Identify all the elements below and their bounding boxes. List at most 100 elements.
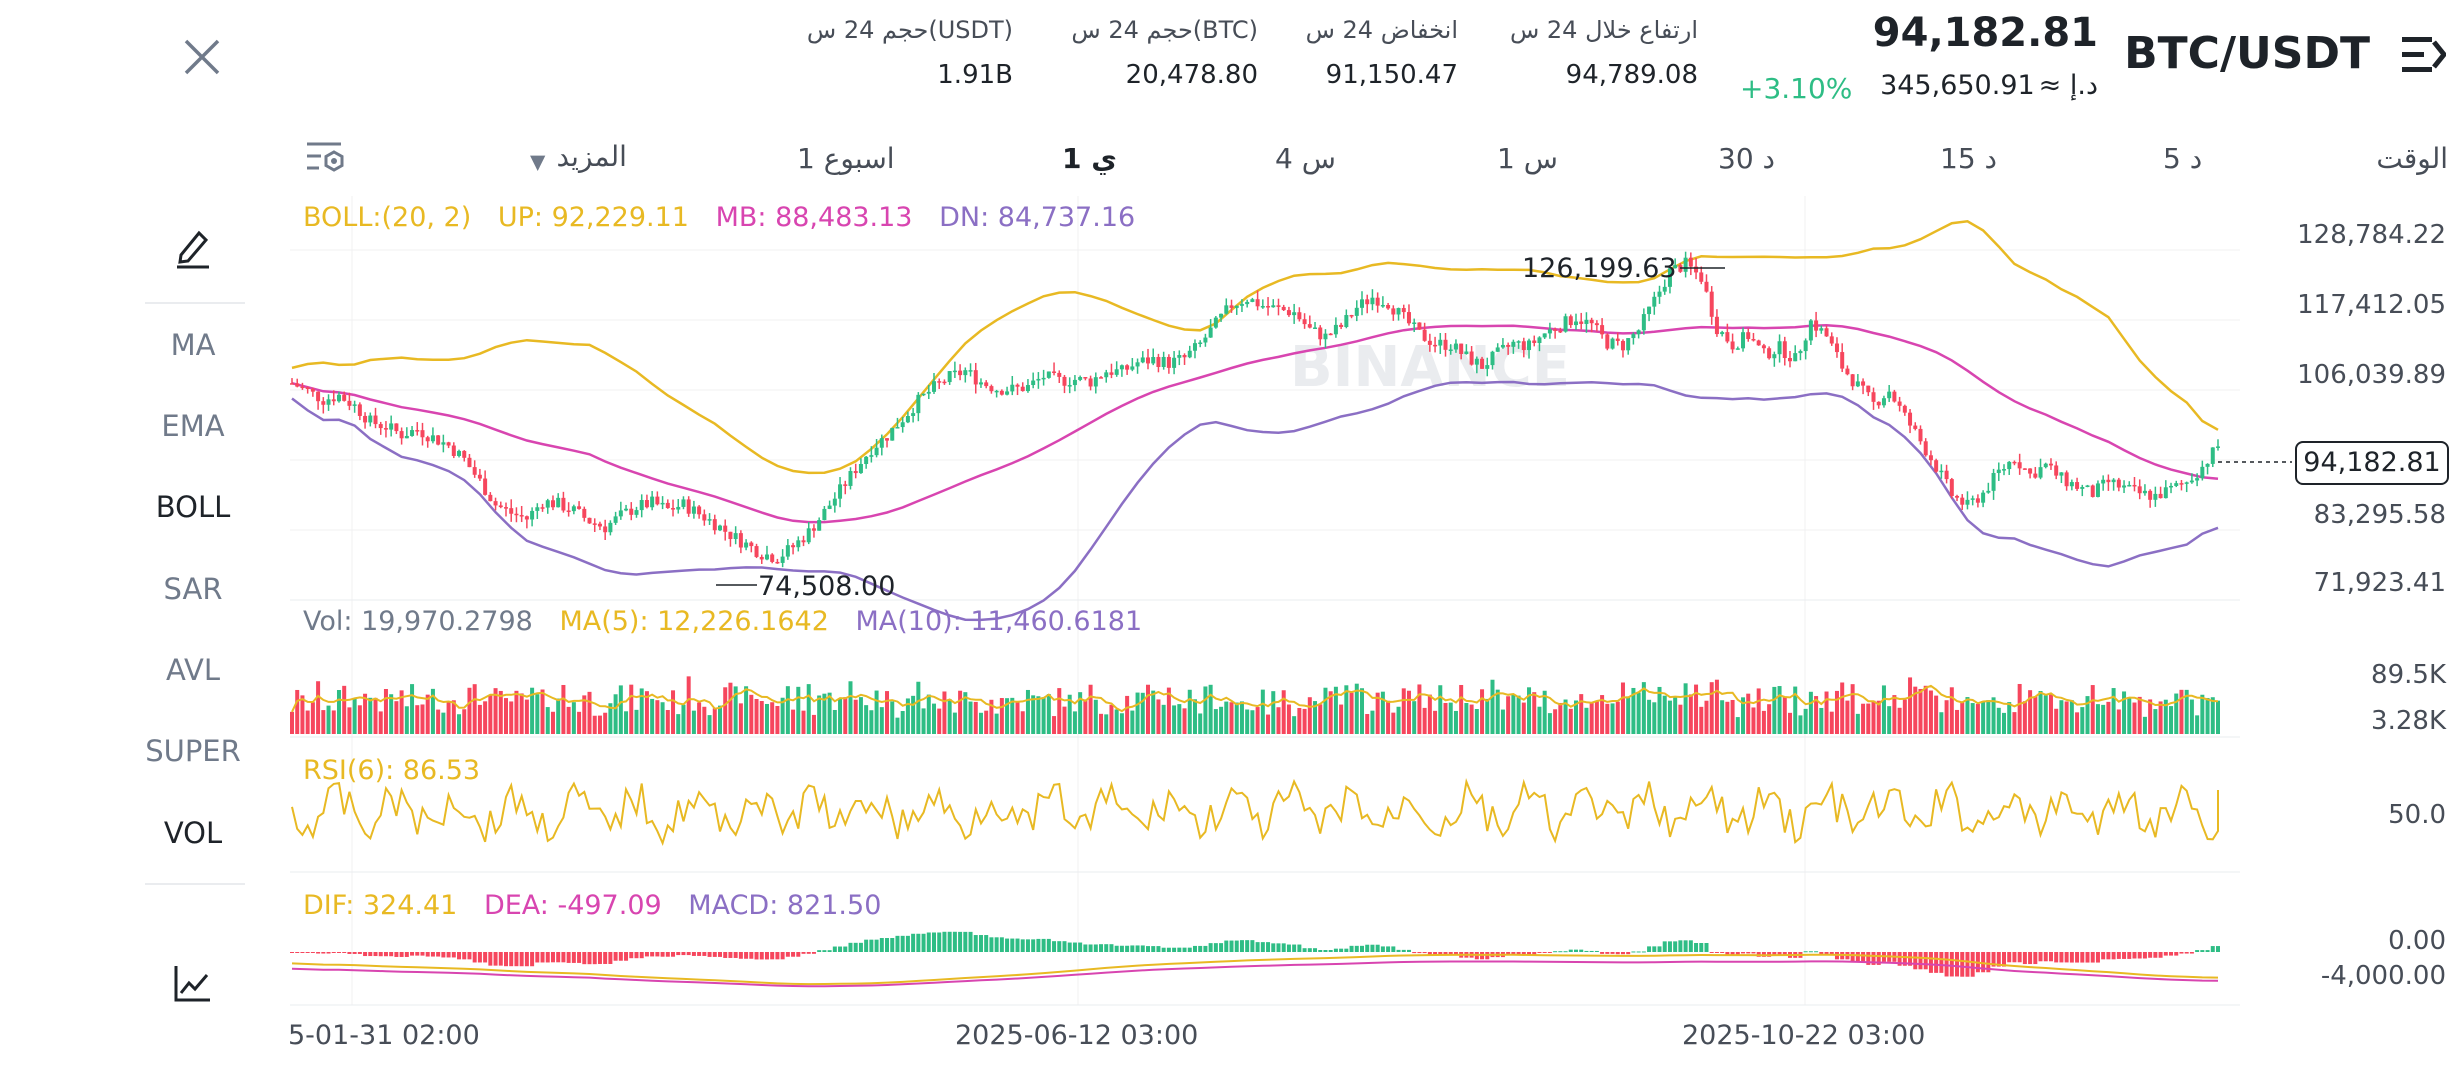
indicator-ema[interactable]: EMA	[161, 409, 225, 443]
candle-body	[1928, 455, 1933, 461]
indicator-super[interactable]: SUPER	[145, 734, 241, 768]
close-icon[interactable]	[180, 35, 224, 79]
macd-histogram-bar	[1866, 952, 1871, 965]
volume-bar	[1192, 699, 1197, 734]
candle-body	[2137, 486, 2142, 494]
tab-30m[interactable]: 30 د	[1718, 142, 1775, 175]
stat-vol-btc-label: حجم 24 س(BTC)	[1071, 16, 1258, 44]
macd-histogram-bar	[660, 952, 665, 957]
volume-bar	[1913, 686, 1918, 734]
volume-bar	[869, 710, 874, 734]
candle-body	[785, 545, 790, 557]
volume-bar	[624, 711, 629, 734]
menu-icon[interactable]	[2402, 35, 2448, 75]
indicator-avl[interactable]: AVL	[166, 653, 220, 687]
macd-histogram-bar	[1521, 952, 1526, 956]
macd-histogram-bar	[1641, 951, 1646, 953]
macd-histogram-bar	[1088, 944, 1093, 952]
volume-bar	[2028, 690, 2033, 734]
volume-bar	[629, 684, 634, 734]
macd-histogram-bar	[1406, 949, 1411, 952]
approx-fiat: 345,650.91 ≈ د.إ	[1880, 70, 2098, 101]
macd-histogram-bar	[446, 952, 451, 958]
macd-histogram-bar	[1939, 952, 1944, 973]
volume-bar	[1046, 694, 1051, 734]
draw-tool-icon[interactable]	[173, 225, 213, 269]
macd-histogram-bar	[723, 952, 728, 958]
candle-body	[686, 499, 691, 514]
candle-body	[827, 505, 832, 509]
volume-bar	[2101, 704, 2106, 734]
candle-body	[477, 474, 482, 479]
macd-histogram-bar	[1688, 940, 1693, 952]
candle-body	[571, 506, 576, 512]
tab-1w[interactable]: 1 اسبوع	[797, 142, 895, 175]
macd-histogram-bar	[1025, 939, 1030, 952]
macd-histogram-bar	[1558, 951, 1563, 953]
indicator-vol[interactable]: VOL	[163, 816, 223, 850]
volume-bar	[905, 698, 910, 734]
candle-body	[1709, 291, 1714, 317]
candle-body	[561, 497, 566, 511]
indicator-boll[interactable]: BOLL	[155, 490, 231, 524]
candle-body	[1767, 348, 1772, 359]
volume-bar	[2122, 691, 2127, 734]
tab-15m[interactable]: 15 د	[1940, 142, 1997, 175]
macd-histogram-bar	[963, 931, 968, 952]
indicator-sar[interactable]: SAR	[163, 572, 223, 606]
macd-histogram-bar	[644, 952, 649, 957]
macd-histogram-bar	[1234, 940, 1239, 952]
macd-histogram-bar	[738, 952, 743, 959]
volume-bar	[780, 697, 785, 734]
indicator-chart-icon[interactable]	[173, 963, 213, 1003]
candle-body	[582, 508, 587, 518]
macd-histogram-bar	[441, 952, 446, 958]
macd-histogram-bar	[326, 952, 331, 954]
candle-body	[1234, 305, 1239, 308]
candle-body	[587, 517, 592, 524]
chart-settings-icon[interactable]	[305, 138, 347, 178]
volume-bar	[2090, 685, 2095, 734]
volume-bar	[1292, 716, 1297, 734]
chevron-down-icon: ▼	[530, 149, 546, 174]
more-dropdown[interactable]: ▼ المزيد	[530, 140, 627, 174]
macd-histogram-bar	[2142, 952, 2147, 959]
macd-histogram-bar	[650, 952, 655, 957]
volume-bar	[1991, 697, 1996, 734]
volume-bar	[1620, 682, 1625, 734]
volume-bar	[744, 686, 749, 734]
candle-body	[363, 415, 368, 423]
volume-bar	[848, 681, 853, 734]
volume-bar	[336, 689, 341, 734]
candle-body	[1647, 306, 1652, 315]
candle-body	[1125, 365, 1130, 370]
volume-bar	[420, 704, 425, 734]
tab-5m[interactable]: 5 د	[2163, 142, 2203, 175]
volume-bar	[1532, 692, 1537, 734]
tab-1d[interactable]: 1 ي	[1062, 142, 1117, 175]
macd-histogram-bar	[697, 952, 702, 956]
volume-bar	[1067, 694, 1072, 734]
candle-body	[592, 523, 597, 525]
macd-histogram-bar	[556, 952, 561, 963]
tab-4h[interactable]: 4 س	[1275, 142, 1336, 175]
candle-body	[1965, 499, 1970, 505]
volume-bar	[937, 708, 942, 734]
macd-histogram-bar	[1829, 952, 1834, 954]
candle-body	[2111, 479, 2116, 483]
tab-1h[interactable]: 1 س	[1497, 142, 1558, 175]
volume-bar	[1459, 684, 1464, 734]
volume-bar	[1516, 695, 1521, 734]
volume-bar	[900, 711, 905, 734]
macd-histogram-bar	[488, 952, 493, 966]
macd-histogram-bar	[1281, 943, 1286, 952]
macd-histogram-bar	[1156, 946, 1161, 952]
volume-bar	[1626, 696, 1631, 734]
pair-title[interactable]: BTC/USDT	[2124, 28, 2370, 79]
indicator-ma[interactable]: MA	[170, 328, 216, 362]
volume-bar	[2189, 699, 2194, 734]
more-label: المزيد	[556, 140, 627, 173]
volume-bar	[958, 690, 963, 734]
macd-histogram-bar	[336, 952, 341, 953]
